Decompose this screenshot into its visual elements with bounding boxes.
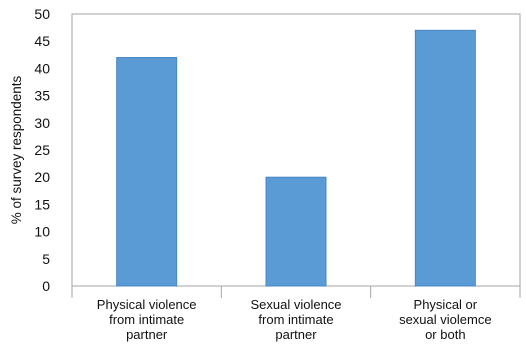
y-tick-label: 30 (34, 115, 50, 131)
y-tick-label: 10 (34, 224, 50, 240)
bar (116, 57, 178, 287)
y-tick-label: 20 (34, 169, 50, 185)
y-tick-label: 35 (34, 88, 50, 104)
x-tick-label: Physical or (414, 297, 478, 312)
x-tick-label: from intimate (109, 312, 184, 327)
bar (265, 176, 327, 287)
y-tick-label: 25 (34, 142, 50, 158)
y-tick-label: 40 (34, 60, 50, 76)
bar (414, 29, 476, 287)
y-tick-label: 15 (34, 196, 50, 212)
y-axis-title: % of survey respondents (9, 75, 24, 224)
y-tick-label: 45 (34, 33, 50, 49)
x-tick-label: sexual violemce (399, 312, 492, 327)
bars (116, 29, 476, 287)
x-tick-label: Sexual violence (250, 297, 341, 312)
x-tick-label: partner (126, 327, 168, 342)
x-tick-label: or both (425, 327, 465, 342)
x-tick-label: partner (275, 327, 317, 342)
y-tick-label: 0 (42, 278, 50, 294)
y-tick-label: 5 (42, 251, 50, 267)
y-tick-label: 50 (34, 6, 50, 22)
x-tick-label: from intimate (258, 312, 333, 327)
y-axis: 0 5 10 15 20 25 30 35 40 45 50 (34, 6, 50, 294)
x-tick-label: Physical violence (97, 297, 197, 312)
